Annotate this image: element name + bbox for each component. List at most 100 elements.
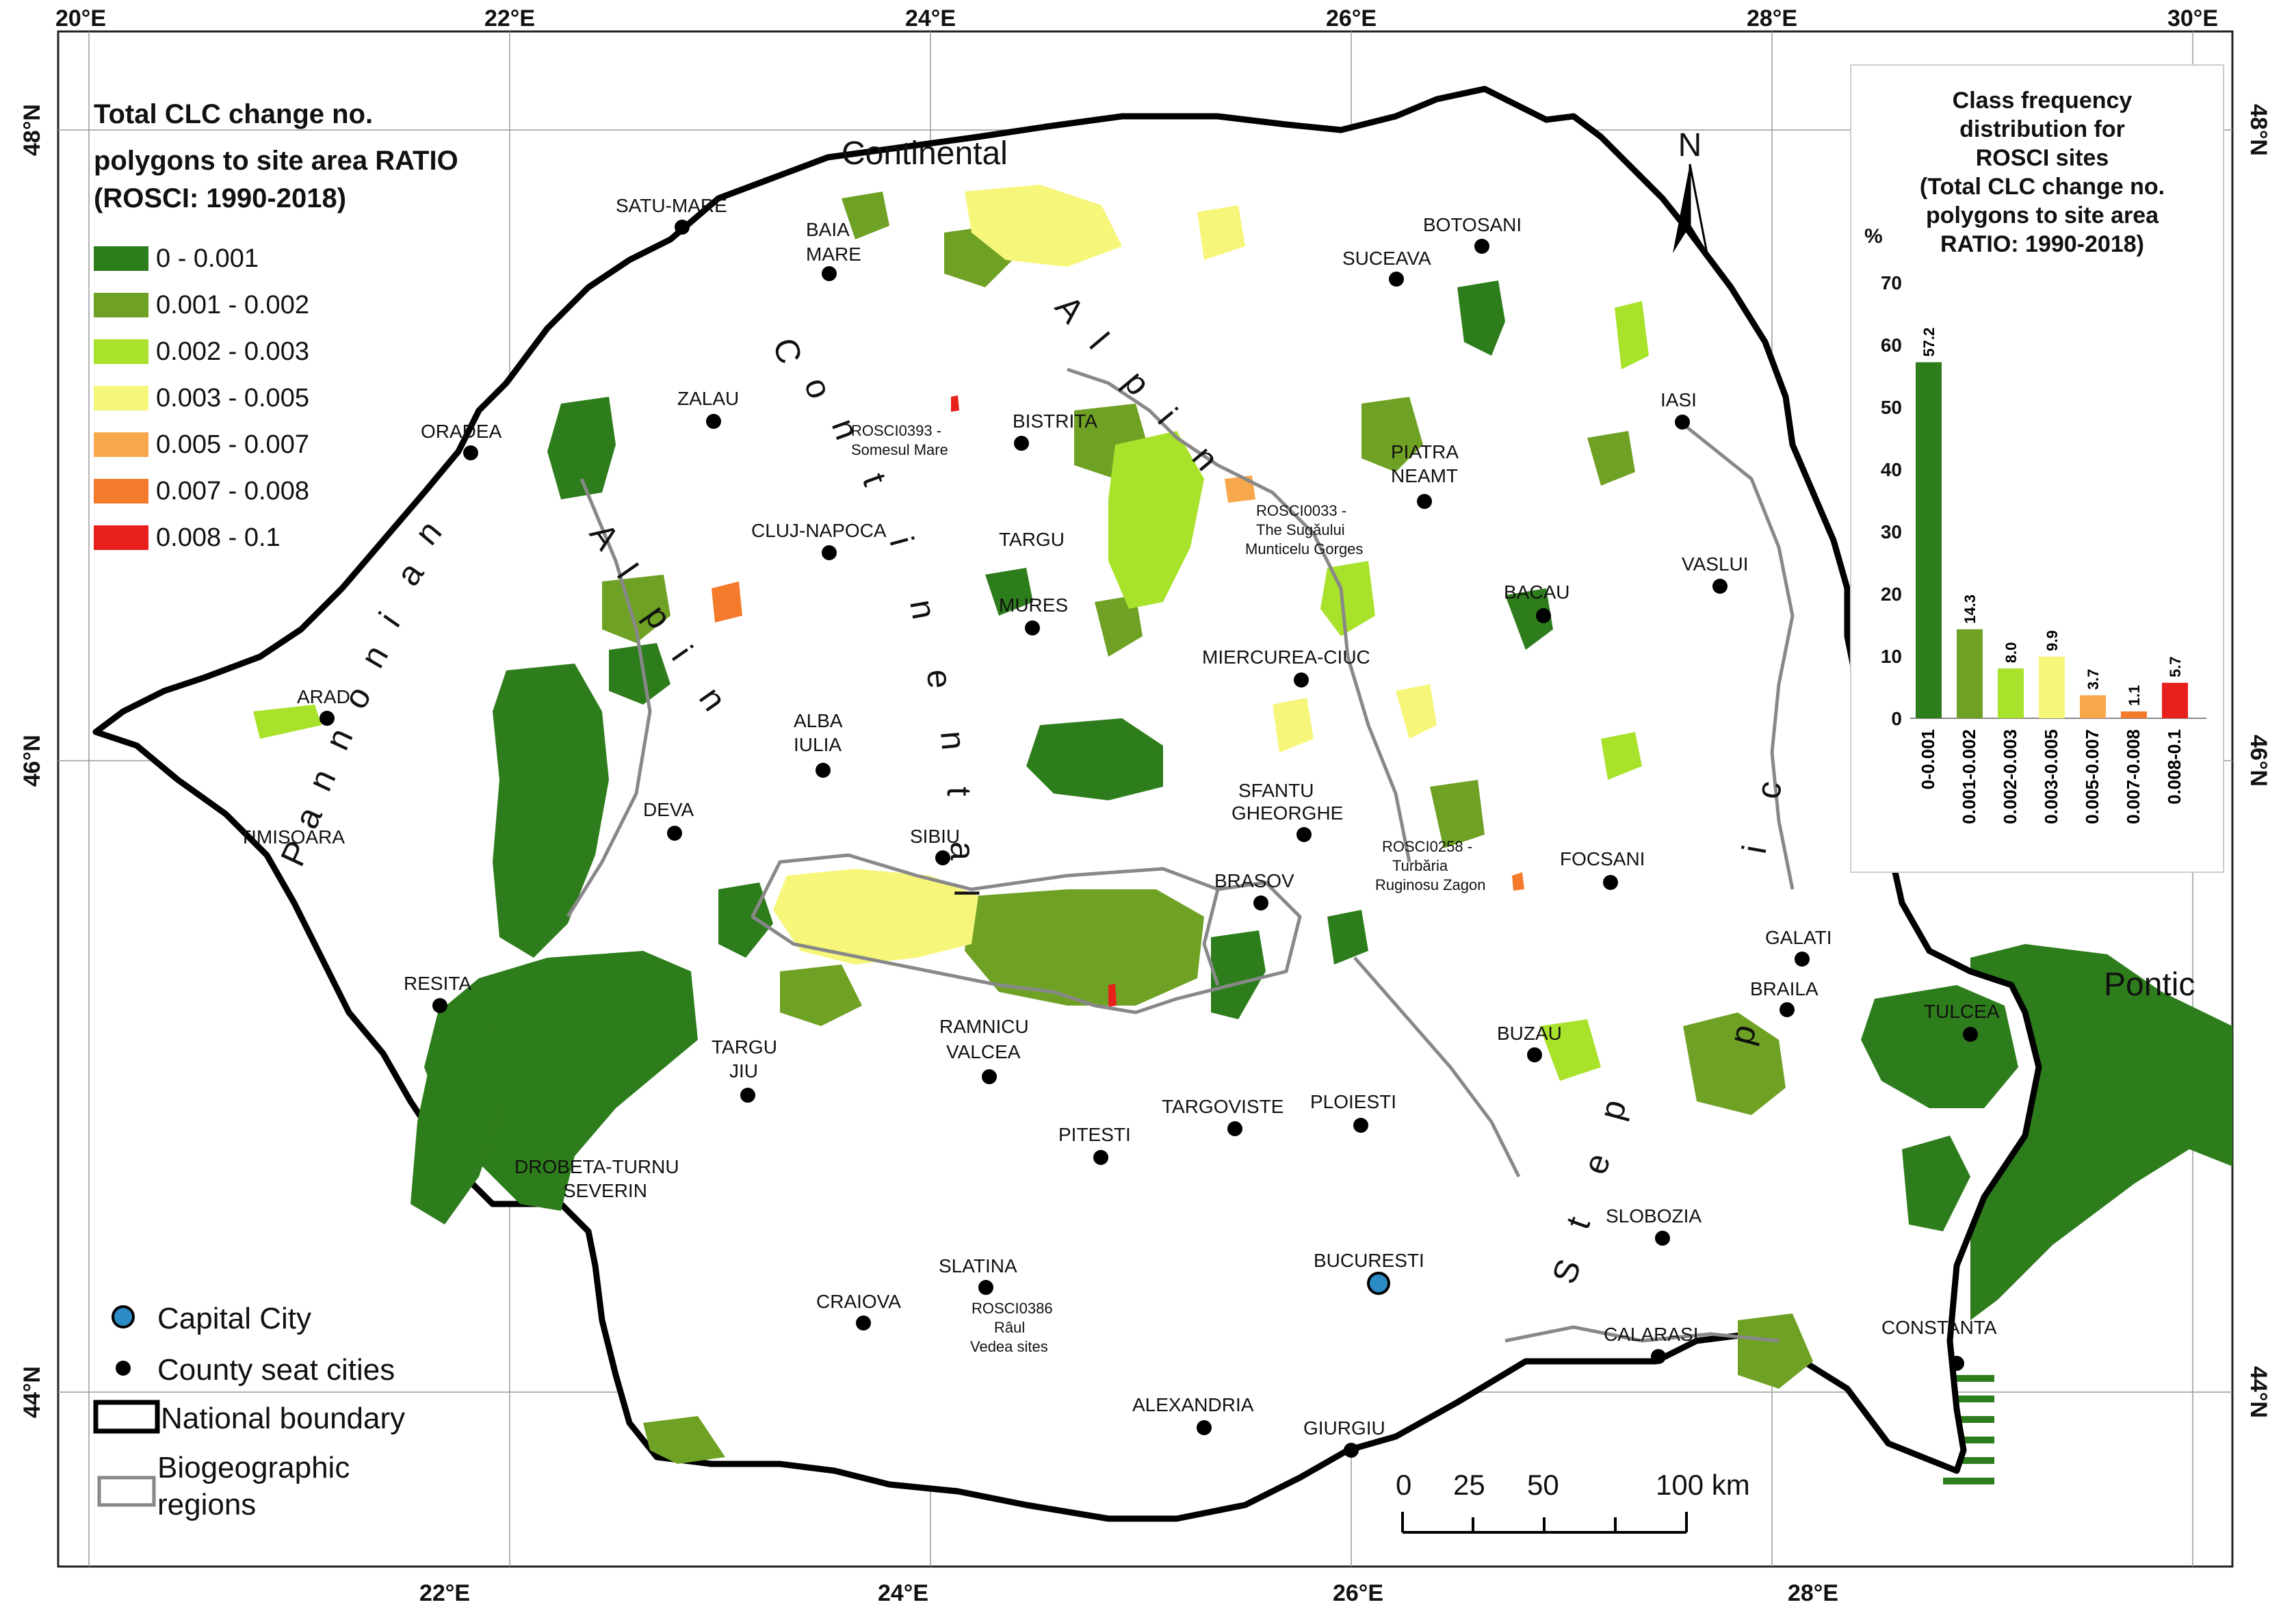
city-dot	[1025, 620, 1040, 636]
inset-bar-value-label: 5.7	[2167, 657, 2184, 678]
bottom-tick-label: 22°E	[419, 1580, 470, 1606]
city-dot	[1344, 1443, 1359, 1458]
city-dot	[675, 220, 690, 235]
city-label: DEVA	[643, 799, 694, 820]
coastal-stripes	[1943, 1375, 1994, 1484]
top-tick-label: 30°E	[2167, 5, 2218, 31]
scale-label: 25	[1453, 1469, 1485, 1501]
site-label: Somesul Mare	[851, 441, 948, 458]
inset-y-tick-label: 30	[1881, 521, 1902, 542]
city-label: SLATINA	[939, 1255, 1017, 1276]
site-label: Munticelu Gorges	[1245, 540, 1363, 558]
city-label: BUCURESTI	[1314, 1250, 1424, 1271]
city-dot	[1253, 895, 1268, 911]
legend-swatch	[94, 479, 148, 503]
legend-label: 0.005 - 0.007	[156, 430, 309, 459]
city-dot	[1296, 827, 1312, 842]
inset-bar	[1916, 362, 1942, 718]
city-dot	[1675, 415, 1690, 430]
inset-title-line: RATIO: 1990-2018)	[1940, 231, 2144, 257]
lower-legend-county: County seat cities	[157, 1353, 395, 1387]
inset-bar	[1957, 629, 1983, 718]
inset-category-label: 0.007-0.008	[2123, 729, 2143, 824]
city-dot	[822, 266, 837, 281]
city-label: BUZAU	[1497, 1023, 1562, 1044]
legend-swatch	[94, 293, 148, 317]
legend-swatch	[94, 432, 148, 457]
city-dot	[1527, 1047, 1542, 1062]
city-dot	[982, 1069, 997, 1084]
city-dot	[1651, 1349, 1666, 1364]
rosci-sites	[253, 185, 2018, 1464]
region-continental-letter: e	[920, 668, 959, 690]
left-tick-label: 44°N	[19, 1366, 45, 1418]
inset-chart: Class frequency distribution for ROSCI s…	[1850, 64, 2224, 873]
inset-bar-value-label: 14.3	[1961, 594, 1979, 624]
legend: Total CLC change no. polygons to site ar…	[94, 99, 458, 552]
inset-title-line: polygons to site area	[1926, 202, 2159, 228]
capital-city-symbol	[112, 1305, 135, 1328]
top-tick-label: 26°E	[1326, 5, 1377, 31]
city-dots	[320, 220, 1978, 1458]
inset-category-label: 0.002-0.003	[2000, 729, 2020, 824]
city-label: MARE	[806, 244, 861, 265]
top-axis-labels: 20°E 22°E 24°E 26°E 28°E 30°E	[55, 5, 2218, 31]
region-continental-letter: t	[940, 787, 978, 796]
inset-background	[1850, 64, 2224, 873]
city-dot	[1389, 272, 1404, 287]
city-label: PIATRA	[1391, 441, 1459, 462]
legend-swatch	[94, 386, 148, 410]
inset-y-tick-label: 50	[1881, 397, 1902, 418]
scale-label: 100 km	[1656, 1469, 1750, 1501]
city-dot	[1197, 1420, 1212, 1435]
lower-legend-national: National boundary	[161, 1402, 405, 1435]
city-dot	[706, 414, 721, 429]
city-dot	[1014, 436, 1029, 451]
inset-category-label: 0.003-0.005	[2041, 729, 2061, 824]
inset-bar-value-label: 1.1	[2126, 685, 2143, 706]
city-label: ALBA	[794, 710, 843, 731]
inset-category-label: 0.005-0.007	[2082, 729, 2102, 824]
site-label: Râul	[994, 1319, 1025, 1336]
national-boundary-symbol	[93, 1400, 160, 1434]
city-label: ORADEA	[421, 421, 502, 442]
city-label: BOTOSANI	[1423, 214, 1522, 235]
inset-bar	[2039, 656, 2065, 718]
city-dot	[822, 545, 837, 560]
city-label: GIURGIU	[1303, 1417, 1385, 1439]
right-tick-label: 46°N	[2245, 735, 2271, 787]
site-label: ROSCI0033 -	[1256, 502, 1346, 519]
city-label: SUCEAVA	[1342, 248, 1431, 269]
city-label: CALARASI	[1604, 1324, 1699, 1345]
site-label: ROSCI0386	[972, 1300, 1053, 1317]
inset-y-tick-label: 60	[1881, 335, 1902, 356]
city-label: ZALAU	[677, 388, 739, 409]
inset-y-tick-label: 10	[1881, 646, 1902, 667]
inset-title-line: Class frequency	[1953, 88, 2133, 114]
inset-bars: 57.2 0-0.001 14.3 0.001-0.002 8.0 0.002-0.003…	[1916, 328, 2188, 824]
inset-y-tick-label: 40	[1881, 459, 1902, 480]
legend-swatches	[94, 246, 148, 550]
inset-title-line: ROSCI sites	[1976, 145, 2109, 171]
city-dot	[1780, 1002, 1795, 1017]
city-dot	[1949, 1356, 1964, 1371]
scale-label: 0	[1396, 1469, 1411, 1501]
legend-label: 0.002 - 0.003	[156, 337, 309, 366]
city-label: CONSTANTA	[1881, 1317, 1997, 1338]
city-label: PITESTI	[1058, 1124, 1131, 1145]
city-dot	[816, 763, 831, 778]
city-labels: SATU-MARE BAIA MARE SUCEAVA BOTOSANI ZAL…	[239, 195, 2000, 1439]
site-label: Ruginosu Zagon	[1375, 876, 1485, 893]
inset-bar	[1998, 668, 2024, 718]
inset-y-ticks: 0 10 20 30 40 50 60 70	[1881, 272, 1902, 729]
left-tick-label: 46°N	[19, 735, 45, 787]
top-tick-label: 22°E	[484, 5, 535, 31]
city-label: CRAIOVA	[816, 1291, 901, 1312]
city-dot	[1963, 1027, 1978, 1042]
city-dot	[1353, 1118, 1368, 1133]
top-tick-label: 28°E	[1747, 5, 1797, 31]
bottom-tick-label: 26°E	[1333, 1580, 1383, 1606]
legend-label: 0.008 - 0.1	[156, 523, 281, 552]
city-dot	[1712, 579, 1728, 594]
bottom-tick-label: 24°E	[878, 1580, 928, 1606]
